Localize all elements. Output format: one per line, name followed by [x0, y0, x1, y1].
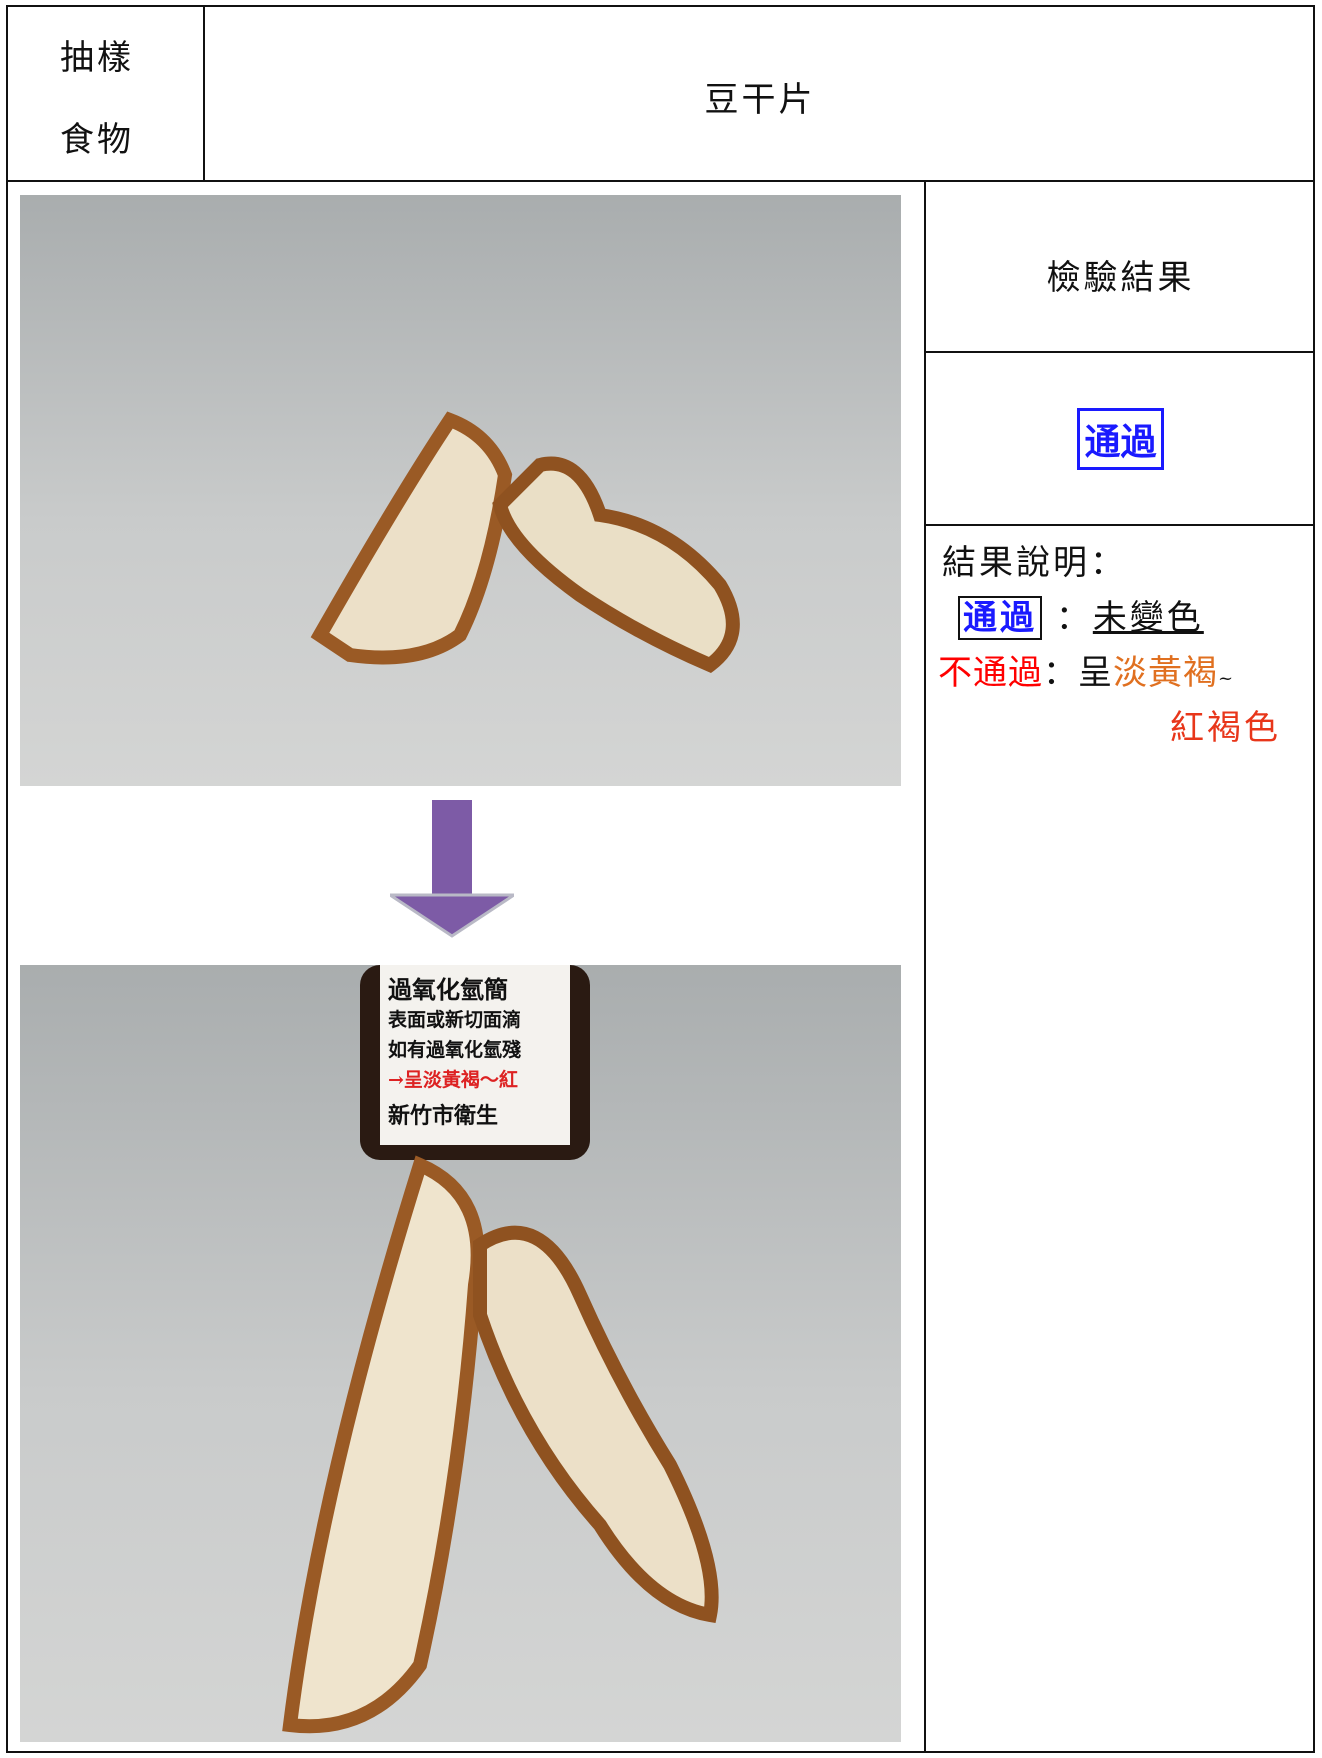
result-heading: 檢驗結果: [1046, 258, 1195, 298]
tofu: [492, 456, 740, 674]
col-divider: [924, 180, 926, 1753]
row-divider: [924, 351, 1315, 353]
bottle-line: →呈淡黃褐～紅: [388, 1069, 518, 1091]
legend-fail: 不通過：呈淡黃褐~: [938, 645, 1234, 694]
tofu: [282, 1155, 485, 1734]
tofu: [310, 411, 513, 665]
fail-label: 不通過: [938, 653, 1043, 693]
food-name: 豆干片: [704, 80, 816, 120]
photo-before: [20, 195, 901, 786]
photo-image: [282, 965, 719, 1734]
col-divider: [203, 5, 205, 181]
table: [6, 5, 1315, 1753]
pass-desc: 未變色: [1092, 598, 1204, 638]
header-label: 抽樣: [60, 38, 134, 78]
bottle-line: 表面或新切面滴: [388, 1009, 522, 1031]
fail-color: 淡黃褐: [1113, 653, 1218, 693]
fail-color: 紅褐色: [1170, 708, 1281, 748]
header-label: 食物: [60, 120, 134, 160]
bottle-line: 過氧化氫簡: [388, 975, 508, 1004]
photo-image: [310, 411, 740, 674]
arrow-head: [390, 893, 514, 938]
bottle-text: 過氧化氫簡 表面或新切面滴 如有過氧化氫殘 →呈淡黃褐～紅 新竹市衛生: [388, 975, 568, 1131]
arrow-shaft: [432, 800, 472, 895]
arrow: [390, 800, 514, 938]
pass-label: 通過: [958, 596, 1042, 640]
bottle-line: 新竹市衛生: [388, 1103, 499, 1129]
pass-sep: ：: [1055, 598, 1093, 638]
legend-title: 結果說明：: [942, 543, 1127, 583]
row-divider: [6, 180, 1315, 182]
fail-sep: ：呈: [1043, 653, 1113, 693]
result-cell: 通過: [926, 408, 1315, 470]
tofu: [473, 1225, 719, 1624]
result-value: 通過: [1077, 408, 1164, 470]
bottle-line: 如有過氧化氫殘: [388, 1039, 522, 1061]
fail-tilde: ~: [1218, 668, 1235, 689]
legend-pass: 通過 ：未變色: [958, 590, 1204, 640]
bottle-label: [380, 965, 570, 1145]
row-divider: [924, 524, 1315, 526]
photo-after: 過氧化氫簡 表面或新切面滴 如有過氧化氫殘 →呈淡黃褐～紅 新竹市衛生: [20, 965, 901, 1742]
